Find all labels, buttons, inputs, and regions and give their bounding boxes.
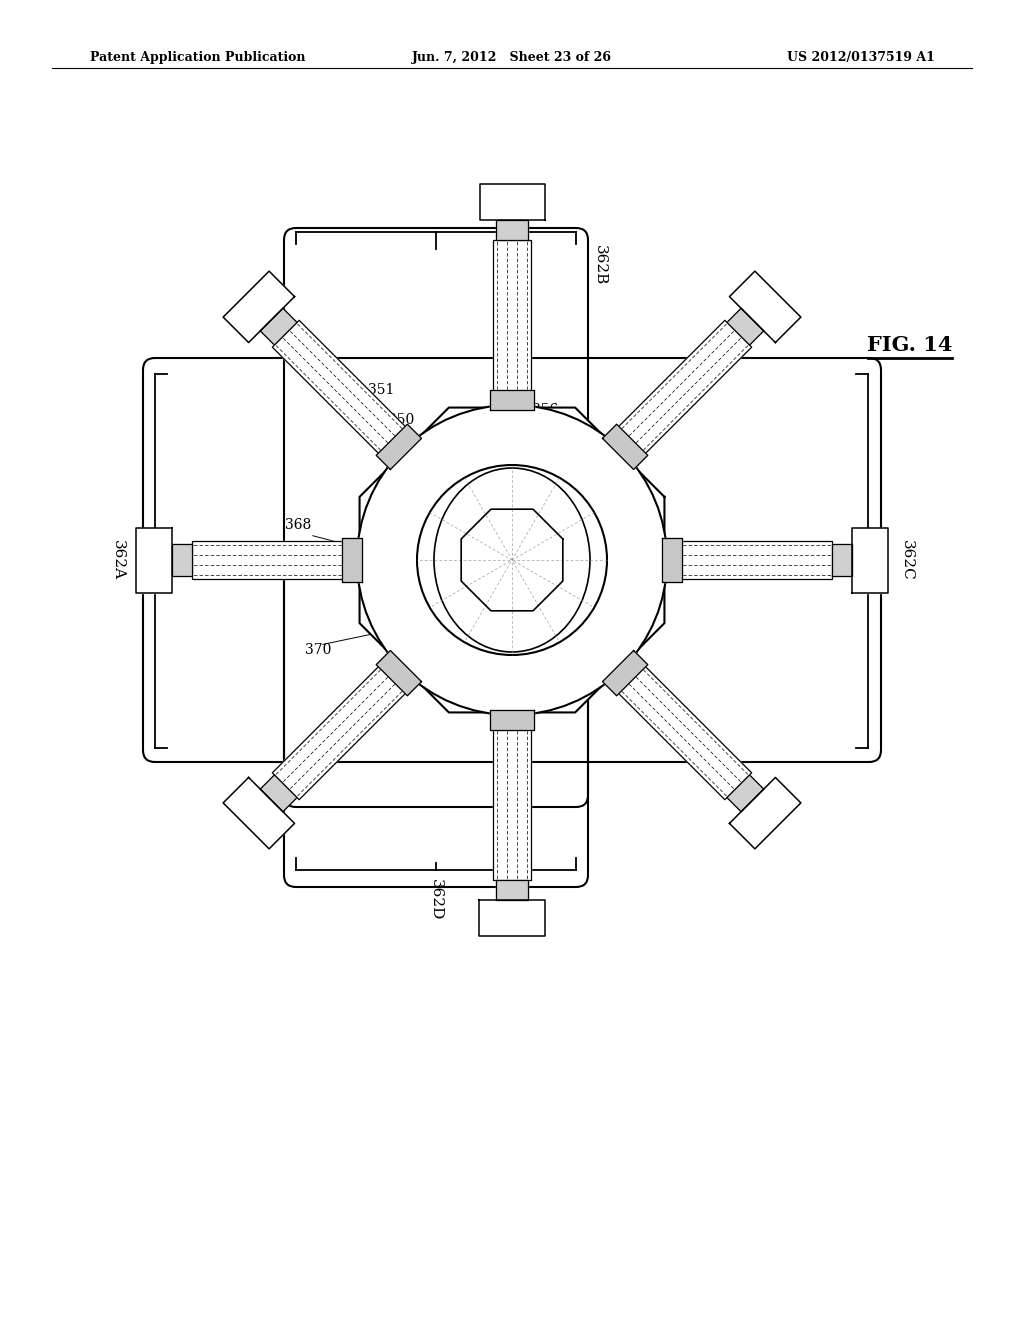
Polygon shape [615, 663, 752, 800]
Polygon shape [490, 389, 534, 411]
Ellipse shape [434, 469, 590, 652]
Text: 362D: 362D [429, 879, 443, 920]
Polygon shape [461, 510, 563, 611]
Polygon shape [272, 321, 409, 457]
Text: FIG. 14: FIG. 14 [867, 335, 952, 355]
Polygon shape [727, 775, 764, 812]
Polygon shape [490, 710, 534, 730]
Text: 368: 368 [285, 517, 311, 532]
Polygon shape [662, 539, 682, 582]
Circle shape [357, 405, 667, 715]
Text: 362C: 362C [900, 540, 914, 581]
Text: 370: 370 [305, 643, 332, 657]
Polygon shape [342, 539, 362, 582]
Polygon shape [496, 220, 528, 240]
Polygon shape [479, 183, 545, 220]
Polygon shape [172, 544, 193, 576]
Text: 351: 351 [368, 383, 394, 397]
Polygon shape [602, 651, 648, 696]
Polygon shape [615, 321, 752, 457]
Polygon shape [831, 544, 852, 576]
Polygon shape [852, 528, 888, 593]
Polygon shape [677, 541, 831, 579]
Polygon shape [729, 271, 801, 343]
Text: US 2012/0137519 A1: US 2012/0137519 A1 [787, 50, 935, 63]
Polygon shape [376, 651, 422, 696]
Circle shape [417, 465, 607, 655]
Polygon shape [727, 309, 764, 345]
Text: 362A: 362A [111, 540, 125, 579]
Polygon shape [493, 725, 531, 880]
Text: 366: 366 [572, 445, 598, 459]
Text: 356: 356 [532, 403, 558, 417]
Polygon shape [376, 424, 422, 470]
Polygon shape [369, 417, 655, 704]
Polygon shape [136, 528, 172, 593]
Polygon shape [272, 663, 409, 800]
Polygon shape [359, 408, 665, 713]
Text: 350: 350 [388, 413, 415, 426]
Text: Patent Application Publication: Patent Application Publication [90, 50, 305, 63]
Polygon shape [729, 777, 801, 849]
Polygon shape [493, 240, 531, 395]
Text: 364: 364 [630, 541, 656, 554]
Polygon shape [223, 271, 295, 343]
Text: 362B: 362B [593, 246, 607, 285]
Polygon shape [479, 900, 545, 936]
Polygon shape [496, 880, 528, 900]
Polygon shape [193, 541, 347, 579]
Polygon shape [260, 775, 297, 812]
Text: Jun. 7, 2012   Sheet 23 of 26: Jun. 7, 2012 Sheet 23 of 26 [412, 50, 612, 63]
Polygon shape [223, 777, 295, 849]
Polygon shape [602, 424, 648, 470]
Polygon shape [260, 309, 297, 345]
